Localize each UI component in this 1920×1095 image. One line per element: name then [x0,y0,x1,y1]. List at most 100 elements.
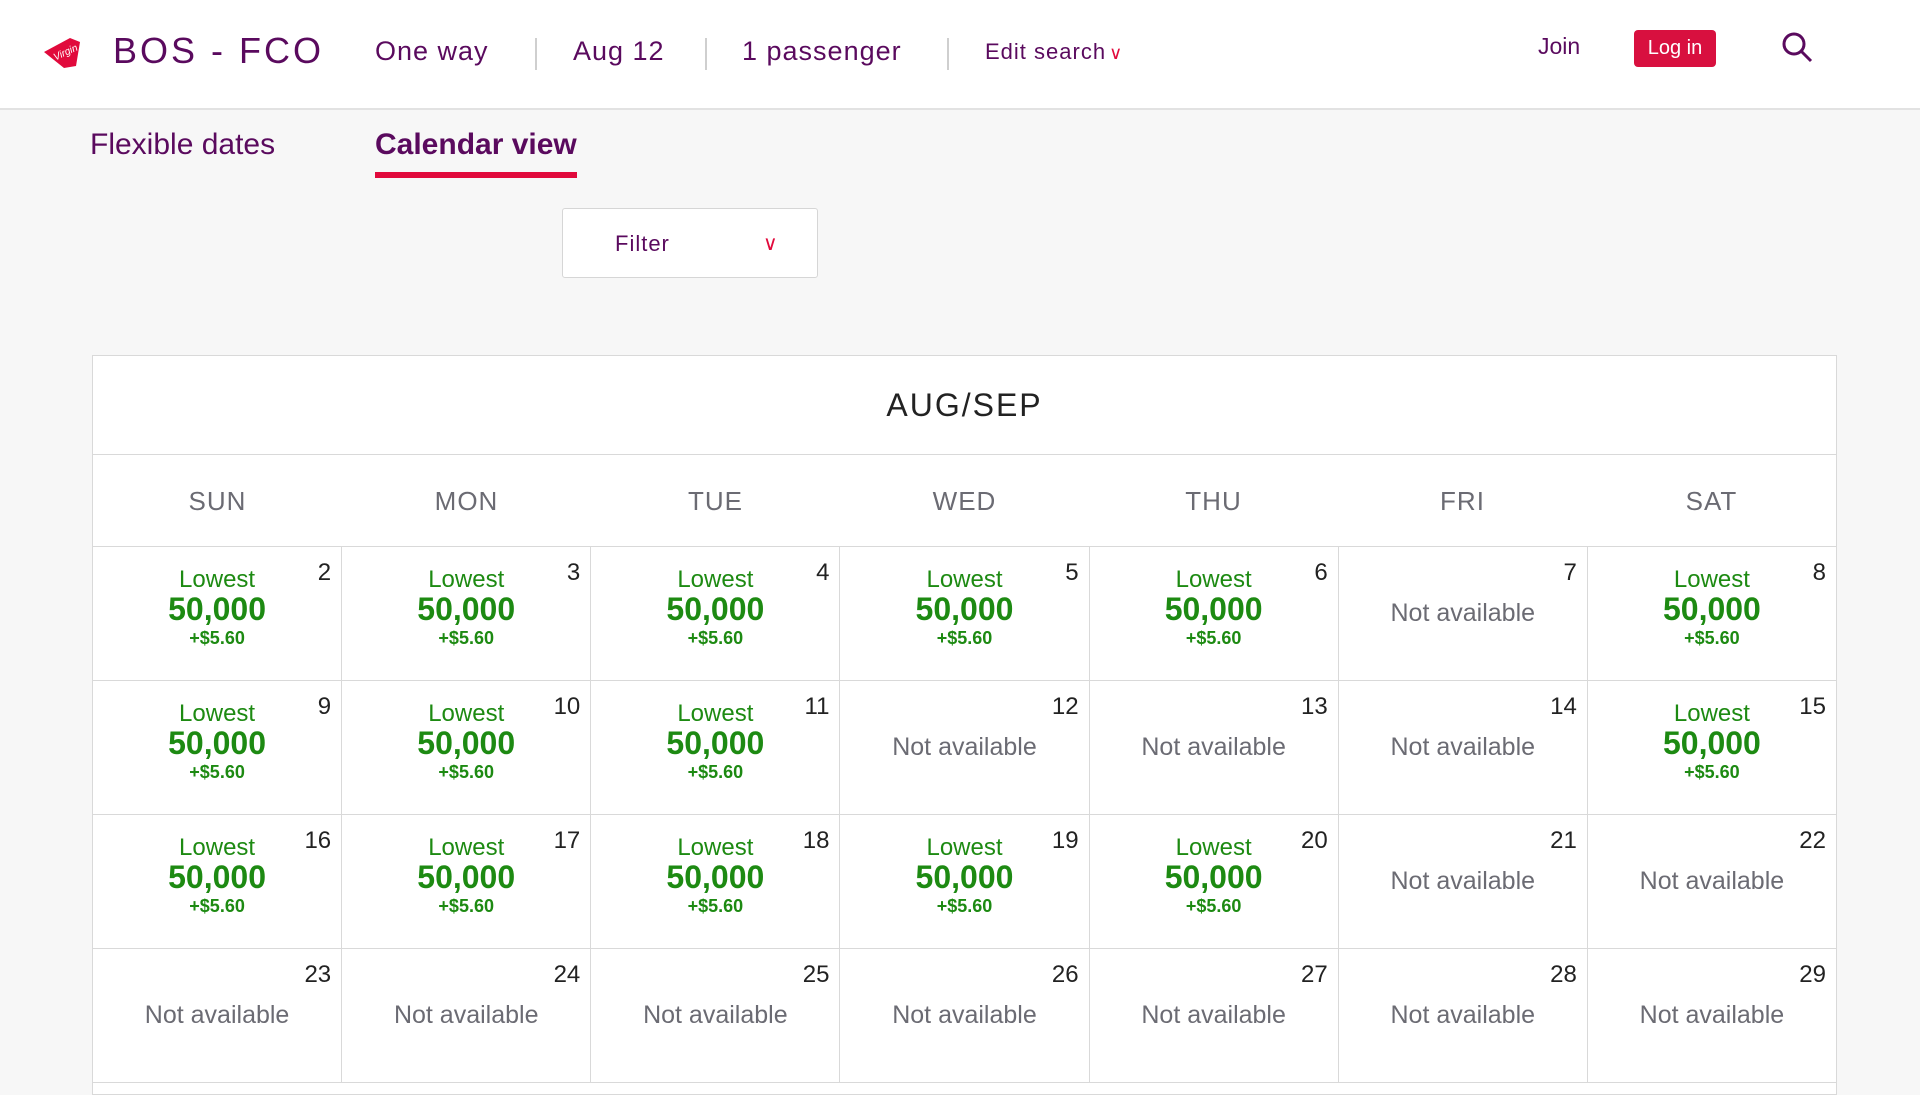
points-price: 50,000 [666,591,765,627]
calendar-day-unavailable: 28 Not available [1339,949,1588,1082]
points-price: 50,000 [666,725,765,761]
taxes: +$5.60 [936,628,993,648]
calendar-day-available[interactable]: 3 Lowest 50,000 +$5.60 [342,547,592,680]
day-number: 7 [1563,559,1577,586]
fare-info: Lowest 50,000 +$5.60 [93,835,341,919]
day-number: 6 [1314,559,1328,586]
calendar-day-unavailable: 12 Not available [840,681,1090,814]
fare-info: Lowest 50,000 +$5.60 [342,567,590,651]
calendar-day-available[interactable]: 8 Lowest 50,000 +$5.60 [1588,547,1836,680]
taxes: +$5.60 [189,896,245,916]
virgin-logo-icon[interactable]: Virgin [40,32,84,72]
divider [705,38,707,70]
chevron-down-icon: ∨ [1109,43,1124,63]
divider [535,38,537,70]
taxes: +$5.60 [687,762,744,782]
calendar-day-available[interactable]: 5 Lowest 50,000 +$5.60 [840,547,1090,680]
calendar-day-unavailable: 27 Not available [1090,949,1339,1082]
fare-info: Lowest 50,000 +$5.60 [1588,701,1836,785]
calendar-day-available[interactable]: 20 Lowest 50,000 +$5.60 [1090,815,1339,948]
fare-info: Lowest 50,000 +$5.60 [1090,835,1338,919]
lowest-label: Lowest [179,834,256,861]
taxes: +$5.60 [189,762,245,782]
lowest-label: Lowest [179,566,256,593]
calendar-day-available[interactable]: 17 Lowest 50,000 +$5.60 [342,815,592,948]
not-available-label: Not available [1639,867,1785,895]
fare-info: Lowest 50,000 +$5.60 [342,835,590,919]
fare-info: Lowest 50,000 +$5.60 [93,701,341,785]
tab-calendar-view[interactable]: Calendar view [375,128,577,178]
taxes: +$5.60 [1185,896,1242,916]
day-number: 24 [553,961,581,988]
calendar-day-unavailable: 24 Not available [342,949,592,1082]
calendar-day-unavailable: 13 Not available [1090,681,1339,814]
lowest-label: Lowest [677,700,754,727]
taxes: +$5.60 [438,762,494,782]
day-number: 15 [1799,693,1826,720]
travel-date: Aug 12 [573,36,665,66]
taxes: +$5.60 [1684,762,1740,782]
lowest-label: Lowest [428,566,505,593]
calendar-day-available[interactable]: 15 Lowest 50,000 +$5.60 [1588,681,1836,814]
points-price: 50,000 [168,591,266,627]
taxes: +$5.60 [1684,628,1740,648]
lowest-label: Lowest [677,834,754,861]
calendar-day-available[interactable]: 10 Lowest 50,000 +$5.60 [342,681,592,814]
weekday-label: SAT [1685,486,1738,516]
edit-search-label: Edit search [985,39,1107,64]
day-number: 22 [1799,827,1826,854]
calendar-day-unavailable: 7 Not available [1339,547,1588,680]
fare-info: Lowest 50,000 +$5.60 [591,835,839,919]
login-button[interactable]: Log in [1634,30,1716,67]
day-number: 16 [304,827,332,854]
day-number: 13 [1301,693,1328,720]
not-available-label: Not available [1390,599,1536,627]
trip-type: One way [375,36,489,66]
lowest-label: Lowest [428,700,505,727]
not-available-label: Not available [1141,1001,1286,1029]
points-price: 50,000 [915,859,1014,895]
day-number: 14 [1550,693,1577,720]
lowest-label: Lowest [926,834,1003,861]
taxes: +$5.60 [438,628,494,648]
calendar-day-available[interactable]: 19 Lowest 50,000 +$5.60 [840,815,1090,948]
calendar-day-available[interactable]: 16 Lowest 50,000 +$5.60 [93,815,343,948]
points-price: 50,000 [1164,859,1263,895]
day-number: 29 [1799,961,1826,988]
not-available-label: Not available [1639,1001,1785,1029]
day-number: 8 [1812,559,1826,586]
not-available-label: Not available [892,1001,1037,1029]
day-number: 26 [1051,961,1079,988]
day-number: 3 [566,559,581,586]
calendar-day-available[interactable]: 9 Lowest 50,000 +$5.60 [93,681,343,814]
calendar-day-unavailable: 14 Not available [1339,681,1588,814]
filter-dropdown[interactable]: Filter ∨ [562,208,818,278]
taxes: +$5.60 [438,896,494,916]
calendar-day-available[interactable]: 2 Lowest 50,000 +$5.60 [93,547,343,680]
calendar-day-available[interactable]: 18 Lowest 50,000 +$5.60 [591,815,841,948]
calendar-week: 9 Lowest 50,000 +$5.60 10 Lowest 50,000 +$5.60 1… [93,681,1836,815]
lowest-label: Lowest [1175,834,1252,861]
calendar-day-unavailable: 25 Not available [591,949,841,1082]
weekday-label: TUE [688,486,743,516]
calendar-week: 2 Lowest 50,000 +$5.60 3 Lowest 50,000 +$5.60 4 L… [93,547,1836,681]
points-price: 50,000 [417,859,516,895]
calendar-day-available[interactable]: 6 Lowest 50,000 +$5.60 [1090,547,1339,680]
edit-search-button[interactable]: Edit search ∨ [985,39,1123,65]
day-number: 21 [1550,827,1577,854]
day-number: 27 [1301,961,1328,988]
tab-flexible-dates[interactable]: Flexible dates [90,128,276,161]
search-icon[interactable] [1780,30,1814,64]
join-link[interactable]: Join [1538,33,1581,59]
day-number: 12 [1051,693,1079,720]
filter-label: Filter [615,231,670,256]
month-title: AUG/SEP [93,356,1836,455]
day-number: 20 [1301,827,1328,854]
day-number: 4 [816,559,830,586]
points-price: 50,000 [1662,591,1761,627]
weekday-label: SUN [188,486,247,516]
calendar-day-available[interactable]: 11 Lowest 50,000 +$5.60 [591,681,841,814]
calendar-day-available[interactable]: 4 Lowest 50,000 +$5.60 [591,547,841,680]
weekday-label: FRI [1440,486,1485,516]
route-title: BOS - FCO [113,30,325,71]
